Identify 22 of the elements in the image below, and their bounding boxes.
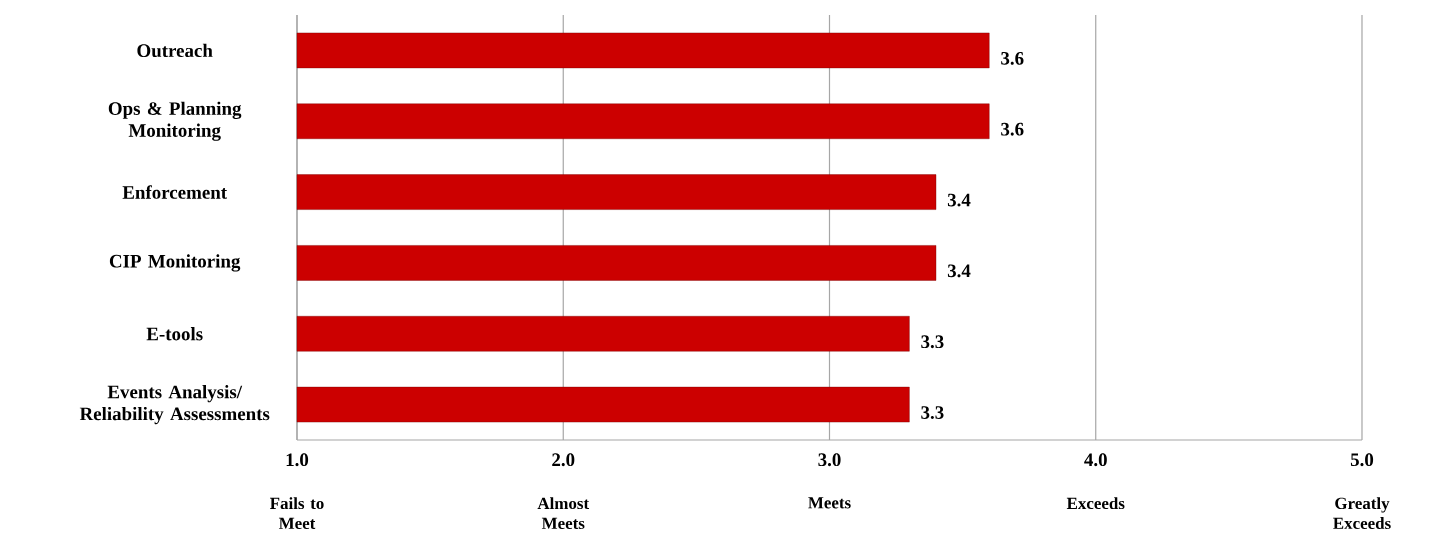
data-label: 3.4 <box>947 193 971 207</box>
y-tick-label: Events Analysis/ Reliability Assessments <box>79 385 270 425</box>
y-tick-label: E-tools <box>146 327 203 341</box>
x-tick-label: 4.0 <box>1084 453 1107 467</box>
text: Meets <box>808 497 851 509</box>
x-tick-label: 5.0 <box>1350 453 1374 467</box>
text: Fails to Meet <box>270 497 324 530</box>
data-label: 3.3 <box>921 406 944 419</box>
data-label: 3.6 <box>1001 122 1024 136</box>
y-tick-label: CIP Monitoring <box>109 254 241 272</box>
text: Greatly Exceeds <box>1333 497 1391 530</box>
y-tick-label: Outreach <box>137 43 213 58</box>
x-tick-label: 1.0 <box>286 453 309 467</box>
x-tick-label: 3.0 <box>818 453 841 467</box>
x-tick-label: 2.0 <box>552 453 575 467</box>
y-tick-label: Ops & Planning Monitoring <box>108 101 242 141</box>
data-label: 3.4 <box>947 264 971 278</box>
data-label: 3.6 <box>1001 52 1024 65</box>
text: Exceeds <box>1066 497 1125 510</box>
text: Almost Meets <box>537 497 590 530</box>
data-label: 3.3 <box>921 335 944 349</box>
y-tick-label: Enforcement <box>122 185 228 199</box>
